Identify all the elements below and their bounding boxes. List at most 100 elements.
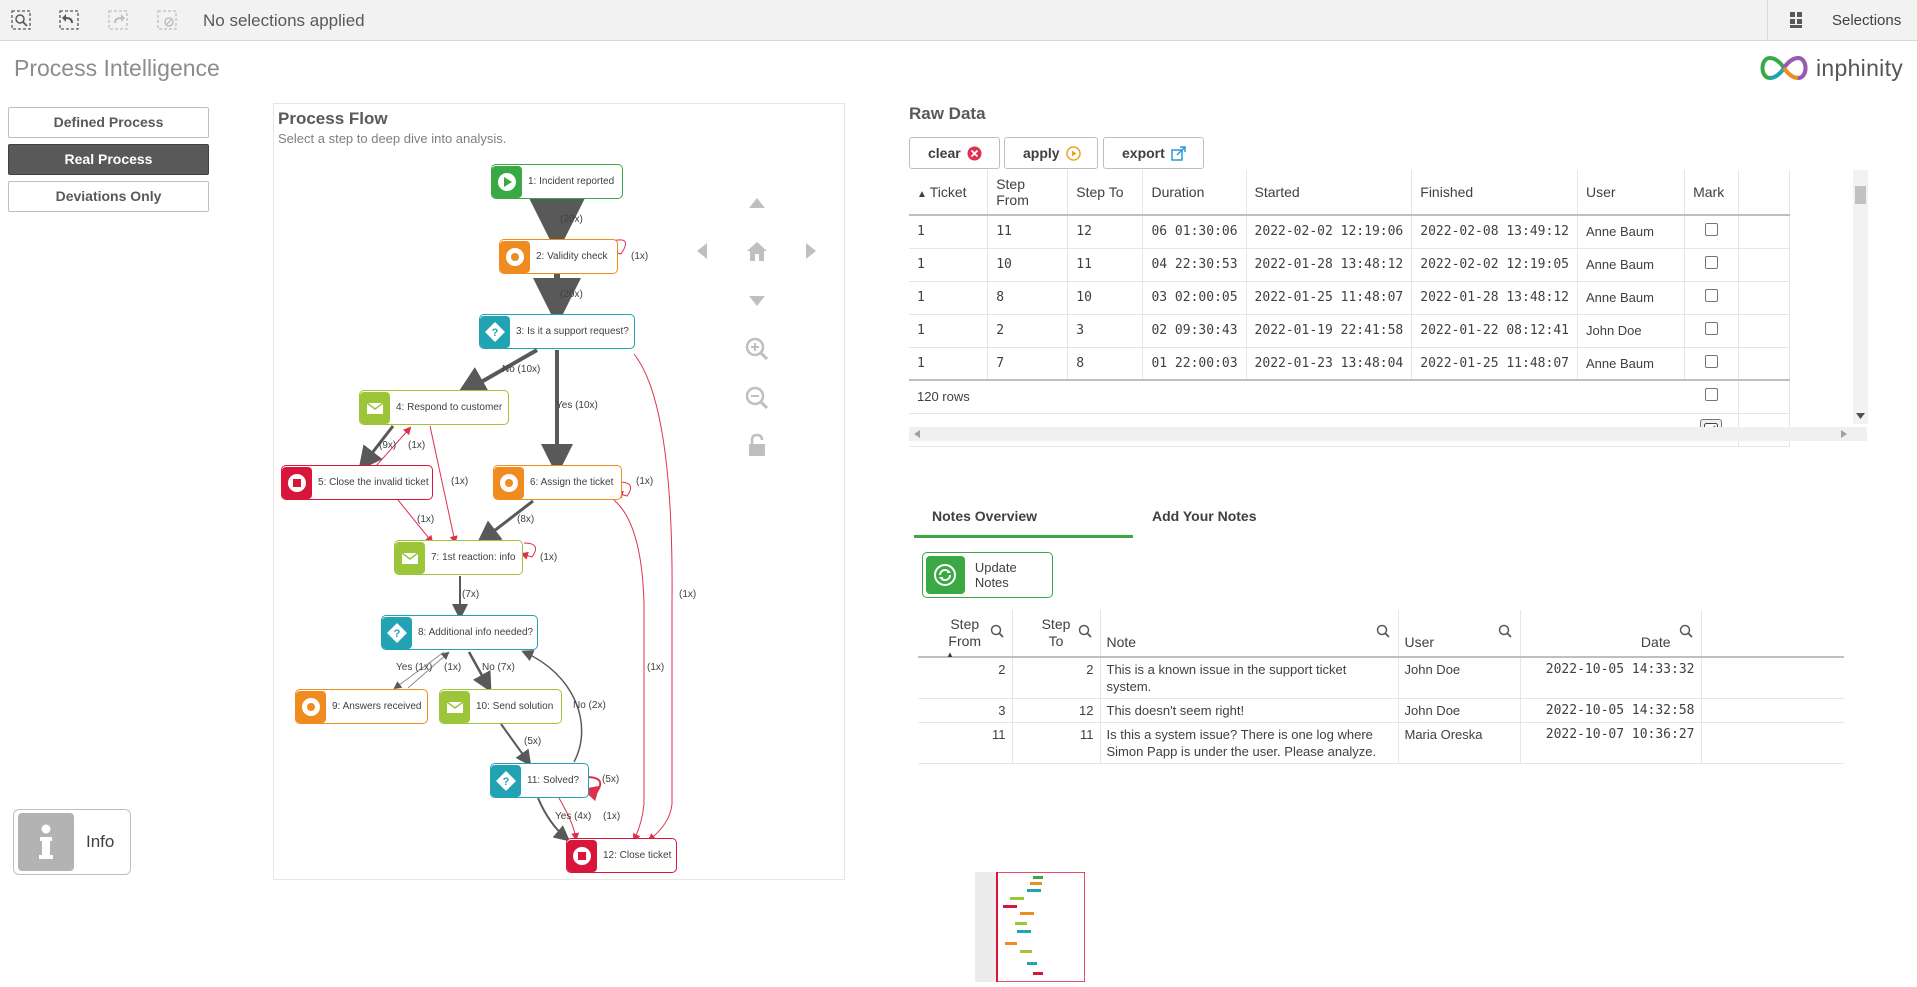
step-forward-icon[interactable] [107,9,129,31]
raw-data-horizontal-scrollbar[interactable] [909,427,1867,441]
defined-process-button[interactable]: Defined Process [8,107,209,138]
clear-button-label: clear [928,145,961,161]
column-header-step-to[interactable]: Step To [1067,170,1144,216]
svg-text:?: ? [503,776,510,788]
flow-node-12[interactable]: 12: Close ticket [566,838,677,873]
flow-node-6[interactable]: 6: Assign the ticket [493,465,622,500]
search-icon[interactable] [1679,624,1693,638]
flow-node-2[interactable]: 2: Validity check [499,239,618,274]
column-header-started[interactable]: Started [1246,170,1413,216]
apply-button[interactable]: apply [1004,137,1098,169]
selections-button[interactable]: Selections [1767,0,1917,41]
flow-node-label: 12: Close ticket [603,850,672,861]
column-header-mark[interactable]: Mark [1684,170,1740,216]
column-header-note[interactable]: Note [1100,610,1399,658]
edge-label: (8x) [517,514,535,525]
table-row[interactable]: 3 12 This doesn't seem right! John Doe 2… [918,698,1844,723]
table-row[interactable]: 1 7 8 01 22:00:03 2022-01-23 13:48:04 2022-01… [909,347,1790,381]
home-icon[interactable] [744,238,770,264]
mark-checkbox[interactable] [1705,256,1719,269]
flow-node-1[interactable]: 1: Incident reported [491,164,623,199]
edge-label: (1x) [603,811,621,822]
flow-node-4[interactable]: 4: Respond to customer [359,390,509,425]
mark-checkbox[interactable] [1705,322,1719,335]
flow-node-5[interactable]: 5: Close the invalid ticket [281,465,433,500]
mark-checkbox[interactable] [1705,354,1719,368]
column-header-user[interactable]: User [1398,610,1521,658]
mark-checkbox[interactable] [1705,223,1719,237]
stop-icon [282,466,312,499]
edge-label: No (7x) [482,662,515,673]
edge-label: (20x) [560,289,583,300]
column-header-empty [1738,170,1790,216]
process-flow-subtitle: Select a step to deep dive into analysis… [278,131,507,146]
table-row[interactable]: 1 8 10 03 02:00:05 2022-01-25 11:48:07 2022-0… [909,281,1790,315]
info-button[interactable]: Info [13,809,131,875]
process-flow-title: Process Flow [278,109,388,128]
flow-node-3[interactable]: ? 3: Is it a support request? [479,314,635,349]
cell-step-from: 7 [987,347,1069,381]
step-back-icon[interactable] [58,9,80,31]
search-icon[interactable] [1376,624,1390,638]
column-header-ticket[interactable]: ▲ Ticket [909,170,989,216]
totals-row: 120 rows [909,379,1790,414]
table-row[interactable]: 11 11 Is this a system issue? There is o… [918,722,1844,764]
column-header-empty [1701,610,1844,658]
scroll-right-icon[interactable] [1841,430,1847,438]
clear-button[interactable]: clear [909,137,1000,169]
edge-label: (1x) [444,662,462,673]
search-icon[interactable] [1078,624,1092,638]
table-row[interactable]: 1 10 11 04 22:30:53 2022-01-28 13:48:12 2022-… [909,248,1790,282]
column-header-finished[interactable]: Finished [1411,170,1578,216]
refresh-icon [926,556,965,594]
flow-node-7[interactable]: 7: 1st reaction: info [394,540,523,575]
cell-user: Anne Baum [1577,347,1686,381]
cell-empty [1738,314,1790,348]
search-icon[interactable] [1498,624,1512,638]
table-row[interactable]: 1 11 12 06 01:30:06 2022-02-02 12:19:06 2022-… [909,215,1790,249]
scroll-thumb[interactable] [1855,186,1866,204]
real-process-button[interactable]: Real Process [8,144,209,175]
column-header-label: Ticket [929,184,967,200]
mark-all-checkbox[interactable] [1704,388,1718,402]
table-row[interactable]: 1 2 3 02 09:30:43 2022-01-19 22:41:58 2022-01… [909,314,1790,348]
column-header-user[interactable]: User [1577,170,1686,216]
cell-duration: 02 09:30:43 [1142,314,1247,348]
envelope-icon [360,391,390,424]
export-icon [1171,145,1186,161]
zoom-in-icon[interactable] [744,336,770,362]
zoom-out-icon[interactable] [744,385,770,411]
search-icon[interactable] [990,624,1004,638]
question-icon: ? [382,616,412,649]
mark-checkbox[interactable] [1705,289,1719,302]
export-button[interactable]: export [1103,137,1204,169]
update-notes-button[interactable]: Update Notes [922,552,1053,598]
clear-all-selections-icon[interactable] [156,9,178,31]
column-header-step-from[interactable]: Step From ▲ [918,610,1013,659]
cell-step-to: 3 [1067,314,1144,348]
cell-duration: 06 01:30:06 [1142,215,1247,249]
tab-add-your-notes[interactable]: Add Your Notes [1152,508,1257,524]
pan-right-icon[interactable] [798,238,824,264]
edge-label: No (10x) [502,364,541,375]
flow-node-11[interactable]: ? 11: Solved? [490,763,589,798]
unlock-icon[interactable] [744,432,770,458]
pan-left-icon[interactable] [689,238,715,264]
flow-node-10[interactable]: 10: Send solution [439,689,562,724]
scroll-down-icon[interactable] [1856,413,1865,419]
flow-node-8[interactable]: ? 8: Additional info needed? [381,615,538,650]
column-header-duration[interactable]: Duration [1142,170,1247,216]
table-row[interactable]: 2 2 This is a known issue in the support… [918,657,1844,699]
column-header-step-to[interactable]: Step To [1012,610,1101,658]
scroll-left-icon[interactable] [914,430,920,438]
flow-node-label: 11: Solved? [527,775,580,786]
smart-search-icon[interactable] [10,9,32,31]
flow-node-9[interactable]: 9: Answers received [295,689,428,724]
deviations-only-button[interactable]: Deviations Only [8,181,209,212]
pan-down-icon[interactable] [744,288,770,314]
tab-notes-overview[interactable]: Notes Overview [914,500,1133,538]
column-header-date[interactable]: Date [1520,610,1702,658]
column-header-step-from[interactable]: Step From [987,170,1069,216]
pan-up-icon[interactable] [744,190,770,216]
raw-data-vertical-scrollbar[interactable] [1853,170,1868,424]
